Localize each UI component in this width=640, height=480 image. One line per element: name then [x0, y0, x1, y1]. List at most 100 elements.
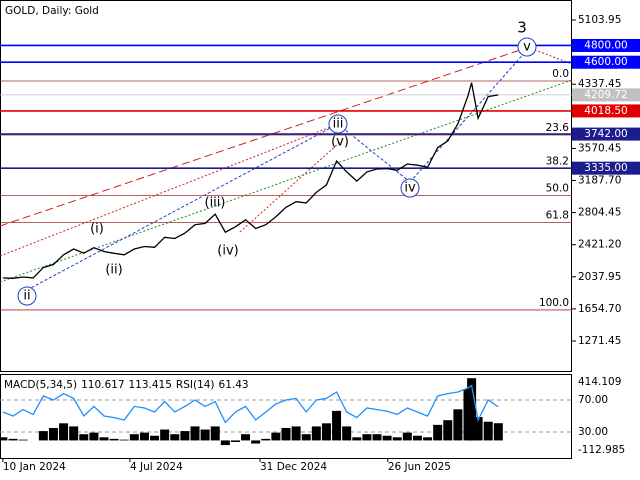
level: 4018.50 [572, 104, 640, 118]
fib-label: 38.2 [546, 155, 569, 167]
macd-bar [0, 437, 8, 441]
wave-label: ii [23, 289, 30, 304]
macd-bar [332, 410, 342, 441]
y-tick-label: 2421.20 [578, 239, 621, 251]
macd-bar [8, 438, 18, 441]
macd-bar [210, 426, 220, 441]
wave-label: (v) [331, 135, 349, 150]
x-tick-label: 31 Dec 2024 [260, 461, 327, 473]
indicator-rsi-name: RSI(14) [176, 379, 215, 391]
macd-bar [453, 409, 463, 441]
macd-bar [230, 440, 240, 442]
macd-bar [48, 427, 58, 441]
wave-label: (iii) [205, 196, 226, 211]
main-frame [0, 0, 572, 372]
macd-bar [372, 434, 382, 441]
wave-circle [400, 178, 420, 198]
y-tick-label: 1654.70 [578, 303, 621, 315]
indicator-rsi-current: 61.43 [219, 379, 249, 391]
macd-bar [160, 429, 170, 441]
macd-bar [139, 432, 149, 441]
wave-label: v [523, 40, 531, 55]
level-box [572, 55, 640, 69]
wave-circle [517, 37, 537, 57]
level: 4800.00 [572, 38, 640, 52]
wave-label: (i) [90, 222, 104, 237]
macd-bar [301, 434, 311, 441]
wave-line [239, 141, 341, 233]
channel-line [0, 123, 339, 257]
macd-bar [467, 378, 477, 441]
macd-bar [493, 423, 503, 441]
fib-label: 61.8 [546, 209, 569, 221]
level-box [572, 127, 640, 141]
macd-bar [69, 426, 79, 441]
channel-line [0, 47, 527, 227]
macd-bar [241, 434, 251, 441]
macd-bar [261, 438, 271, 441]
macd-bar [271, 432, 281, 441]
price-line [2, 82, 499, 279]
indicator-macd-name: MACD(5,34,5) [4, 379, 77, 391]
macd-bar [423, 437, 433, 441]
macd-bar [150, 435, 160, 441]
wave-line [409, 49, 528, 183]
macd-bar [321, 423, 331, 441]
macd-bar [38, 431, 48, 441]
fib-label: 0.0 [552, 68, 569, 80]
wave-label: (ii) [105, 263, 122, 278]
wave-circle [328, 114, 348, 134]
rsi-tick-label: 70.00 [578, 394, 608, 406]
wave-circle [17, 286, 37, 306]
macd-tick-label: -112.985 [578, 444, 625, 456]
wave-label: 3 [517, 19, 527, 37]
macd-bar [190, 426, 200, 441]
current-price: 4209.72 [572, 88, 640, 102]
macd-bar [200, 429, 210, 441]
macd-bar [59, 423, 69, 441]
macd-bar [362, 434, 372, 441]
macd-bar [483, 421, 493, 441]
wave-line [26, 123, 339, 291]
y-tick-label: 4337.45 [578, 78, 621, 90]
y-tick-label: 2804.45 [578, 207, 621, 219]
macd-bar [342, 426, 352, 441]
current-price-label: 4209.72 [584, 89, 627, 101]
macd-bar [129, 434, 139, 441]
macd-bar [89, 432, 99, 441]
macd-bar [281, 427, 291, 441]
level-box [572, 104, 640, 118]
y-tick-label: 3570.45 [578, 142, 621, 154]
x-tick-label: 26 Jun 2025 [388, 461, 451, 473]
wave-label: (iv) [217, 244, 238, 259]
y-tick-label: 3187.70 [578, 174, 621, 186]
macd-bar [251, 440, 261, 444]
indicator-signal-current: 113.415 [129, 379, 172, 391]
macd-bar [180, 431, 190, 441]
macd-bar [311, 426, 321, 441]
level-label: 3742.00 [584, 128, 627, 140]
macd-bar [392, 437, 402, 441]
y-tick-label: 2037.95 [578, 271, 621, 283]
level-label: 3335.00 [584, 162, 627, 174]
macd-bar [18, 439, 28, 441]
level-box [572, 161, 640, 175]
level-label: 4800.00 [584, 39, 627, 51]
macd-bar [382, 435, 392, 441]
macd-bar [119, 439, 129, 441]
wave-label: iv [404, 181, 416, 196]
macd-bar [412, 435, 422, 441]
macd-bar [99, 437, 109, 441]
macd-tick-label: 414.109 [578, 376, 621, 388]
level: 4600.00 [572, 55, 640, 69]
level: 3742.00 [572, 127, 640, 141]
level-label: 4600.00 [584, 56, 627, 68]
macd-bar [473, 417, 483, 441]
fib-label: 100.0 [539, 297, 569, 309]
macd-bar [402, 432, 412, 441]
level: 3335.00 [572, 161, 640, 175]
x-tick-label: 10 Jan 2024 [3, 461, 66, 473]
level-label: 4018.50 [584, 105, 627, 117]
